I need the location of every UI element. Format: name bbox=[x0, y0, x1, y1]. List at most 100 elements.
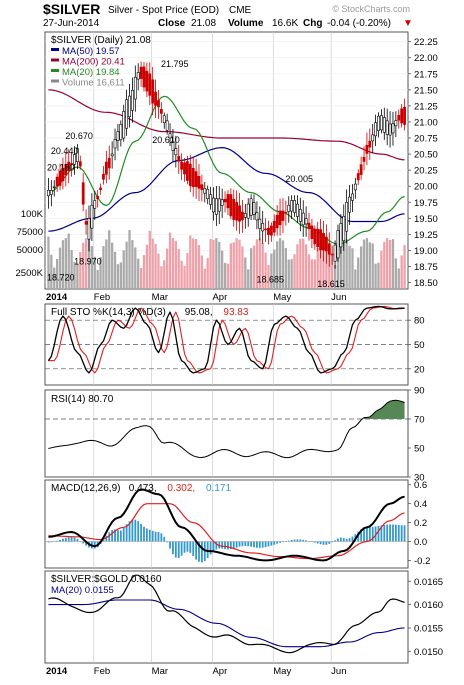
volume-bar bbox=[215, 238, 218, 288]
price-axis-tick-label: 19.25 bbox=[414, 230, 438, 241]
macd-histogram-bar bbox=[253, 541, 255, 548]
price-annotation: 20.440 bbox=[51, 146, 79, 156]
volume-bar bbox=[200, 255, 204, 288]
volume-bar bbox=[400, 255, 403, 288]
price-legend: MA(200) 20.41 bbox=[62, 57, 125, 68]
candle-body bbox=[258, 218, 262, 229]
volume-bar bbox=[131, 240, 134, 288]
volume-bar bbox=[244, 257, 247, 288]
legend-swatch bbox=[51, 48, 59, 51]
volume-bar bbox=[154, 243, 157, 288]
macd-histogram-bar bbox=[183, 541, 186, 553]
price-axis-tick-label: 22.25 bbox=[414, 37, 438, 48]
volume-bar bbox=[302, 238, 305, 288]
ratio-panel bbox=[44, 570, 409, 664]
volume-bar bbox=[235, 238, 238, 288]
candle-body bbox=[327, 243, 331, 255]
volume-bar bbox=[122, 250, 125, 288]
candle-body bbox=[90, 204, 94, 229]
volume-bar bbox=[319, 240, 322, 288]
candle-body bbox=[203, 188, 207, 194]
macd-histogram-bar bbox=[345, 538, 348, 542]
candle-body bbox=[200, 184, 204, 190]
macd-histogram-bar bbox=[166, 541, 169, 543]
macd-histogram-bar bbox=[59, 539, 61, 542]
volume-bar bbox=[267, 265, 270, 288]
candle-body bbox=[145, 70, 149, 92]
volume-bar bbox=[192, 238, 195, 288]
legend-swatch bbox=[51, 69, 59, 72]
volume-bar bbox=[99, 257, 102, 288]
candle-body bbox=[368, 140, 372, 148]
volume-bar bbox=[67, 233, 70, 288]
macd-histogram-bar bbox=[247, 541, 250, 547]
candle-body bbox=[382, 117, 386, 133]
macd-histogram-bar bbox=[117, 530, 119, 542]
price-axis-tick-label: 20.25 bbox=[414, 166, 438, 177]
candle-body bbox=[61, 167, 65, 182]
candle-body bbox=[194, 171, 198, 187]
volume-bar bbox=[73, 262, 76, 288]
candle-body bbox=[301, 212, 305, 226]
volume-bar bbox=[116, 264, 120, 288]
macd-histogram-bar bbox=[244, 541, 247, 546]
macd-histogram-bar bbox=[348, 538, 351, 542]
price-axis-tick-label: 21.75 bbox=[414, 69, 438, 80]
candle-body bbox=[214, 198, 218, 215]
price-axis-tick-label: 19.75 bbox=[414, 198, 438, 209]
volume-bar bbox=[261, 243, 264, 288]
macd-histogram-bar bbox=[371, 526, 374, 542]
macd-histogram-bar bbox=[238, 541, 241, 547]
candle-body bbox=[330, 253, 334, 256]
candle-body bbox=[110, 153, 114, 157]
candle-body bbox=[183, 162, 186, 175]
close-label: Close bbox=[158, 18, 186, 29]
volume-bar bbox=[125, 241, 128, 288]
volume-bar bbox=[186, 253, 189, 288]
macd-histogram-bar bbox=[342, 538, 345, 542]
volume-bar bbox=[113, 251, 117, 288]
candle-body bbox=[122, 111, 126, 139]
volume-bar bbox=[339, 242, 343, 288]
volume-bar bbox=[108, 230, 111, 288]
volume-bar bbox=[223, 262, 227, 288]
macd-histogram-bar bbox=[241, 541, 244, 547]
volume-bar bbox=[58, 247, 62, 288]
rsi-axis-tick-label: 30 bbox=[414, 473, 425, 484]
sto-d-line bbox=[48, 305, 405, 374]
volume-bar bbox=[119, 262, 122, 288]
candle-body bbox=[58, 170, 62, 186]
candle-body bbox=[241, 211, 244, 221]
candle-body bbox=[220, 199, 224, 206]
candle-body bbox=[52, 186, 56, 189]
price-annotation: 21.795 bbox=[161, 59, 189, 69]
volume-bar bbox=[386, 238, 389, 288]
candle-body bbox=[339, 223, 343, 248]
macd-legend: 0.171 bbox=[206, 483, 231, 494]
x-axis-label: Mar bbox=[152, 292, 168, 303]
candle-body bbox=[362, 156, 366, 162]
sto-axis-tick-label: 50 bbox=[414, 340, 425, 351]
price-annotation: 20.610 bbox=[152, 135, 180, 145]
volume-bar bbox=[110, 242, 114, 288]
candle-body bbox=[67, 161, 71, 171]
rsi-overbought-fill bbox=[364, 400, 405, 419]
volume-bar bbox=[226, 263, 230, 288]
candle-body bbox=[235, 202, 239, 221]
candle-body bbox=[377, 115, 380, 131]
volume-bar bbox=[284, 248, 287, 288]
candle-body bbox=[385, 120, 389, 135]
candle-body bbox=[212, 197, 215, 213]
macd-histogram-bar bbox=[368, 527, 371, 542]
candle-body bbox=[84, 221, 88, 225]
macd-histogram-bar bbox=[351, 536, 354, 542]
candle-body bbox=[168, 133, 172, 139]
volume-bar bbox=[90, 245, 94, 288]
x-axis-label-bottom: Mar bbox=[152, 666, 168, 677]
macd-histogram-bar bbox=[250, 541, 253, 547]
macd-histogram-bar bbox=[383, 524, 386, 542]
rsi-axis-tick-label: 90 bbox=[414, 386, 425, 397]
macd-histogram-bar bbox=[224, 541, 226, 550]
macd-histogram-bar bbox=[261, 541, 264, 548]
volume-bar bbox=[157, 253, 160, 288]
